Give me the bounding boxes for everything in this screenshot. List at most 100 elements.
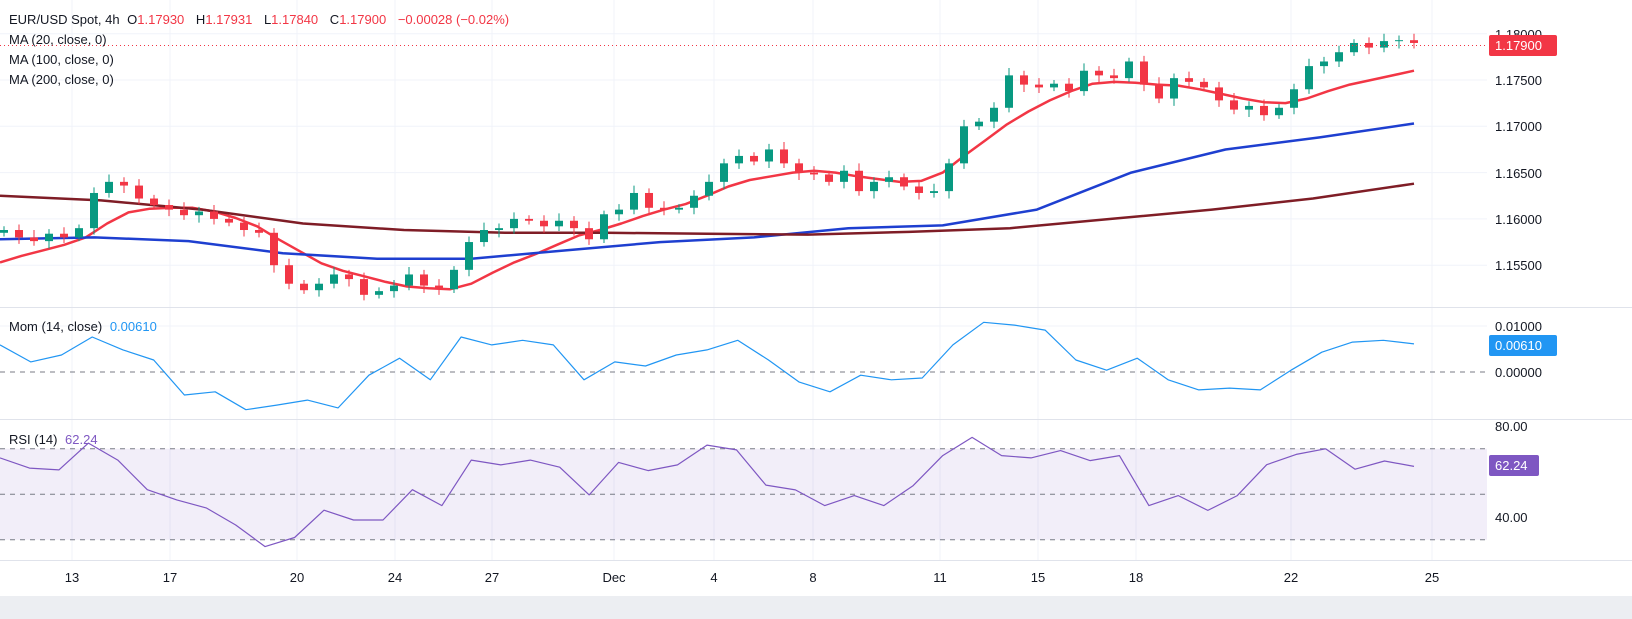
candle-body <box>540 220 548 227</box>
candle-body <box>375 291 383 295</box>
momentum-value: 0.00610 <box>109 319 157 334</box>
candle-body <box>900 177 908 187</box>
candle-body <box>1320 61 1328 67</box>
candle-body <box>660 207 668 210</box>
candle <box>450 266 458 293</box>
y-tick: 1.17000 <box>1495 119 1542 134</box>
candle <box>345 269 353 287</box>
x-tick: 27 <box>485 570 499 585</box>
ma20-line <box>0 69 1415 291</box>
candle-body <box>1275 107 1283 116</box>
candle <box>780 142 788 168</box>
momentum-legend[interactable]: Mom (14, close) 0.00610 <box>9 319 161 334</box>
candle-body <box>555 220 563 227</box>
indicator-lines <box>0 321 1415 548</box>
candle <box>600 210 608 243</box>
candle <box>0 226 8 237</box>
candle-body <box>1185 78 1193 82</box>
candle <box>300 280 308 294</box>
ohlc-high: H1.17931 <box>195 12 253 27</box>
y-tick: 1.16500 <box>1495 166 1542 181</box>
candle-body <box>615 209 623 215</box>
time-axis[interactable]: 13 17 20 24 27 Dec 4 8 11 15 18 22 25 <box>65 570 1439 585</box>
candle <box>420 269 428 293</box>
candle-body <box>1170 78 1178 99</box>
ma20-legend[interactable]: MA (20, close, 0) <box>9 32 107 47</box>
candle <box>540 215 548 233</box>
candle <box>825 170 833 186</box>
symbol-title[interactable]: EUR/USD Spot, 4h <box>9 12 120 27</box>
ma200-legend[interactable]: MA (200, close, 0) <box>9 72 114 87</box>
candle-body <box>1050 83 1058 88</box>
candle <box>285 258 293 290</box>
candle <box>120 177 128 193</box>
candle-body <box>60 233 68 238</box>
candle-body <box>750 155 758 162</box>
rsi-axis[interactable]: 80.00 40.00 62.24 <box>1489 419 1539 525</box>
candle-body <box>1380 41 1388 48</box>
ma100-legend[interactable]: MA (100, close, 0) <box>9 52 114 67</box>
candle <box>555 213 563 231</box>
candle-body <box>765 149 773 162</box>
candle <box>1035 78 1043 93</box>
rsi-legend[interactable]: RSI (14) 62.24 <box>9 432 102 447</box>
candle-body <box>675 207 683 210</box>
candle <box>1065 78 1073 98</box>
candle <box>1110 68 1118 84</box>
momentum-axis[interactable]: 0.01000 0.00000 0.00610 <box>1489 319 1557 380</box>
x-tick: 15 <box>1031 570 1045 585</box>
x-tick: 17 <box>163 570 177 585</box>
rsi-value: 62.24 <box>65 432 98 447</box>
y-tick: 0.01000 <box>1495 319 1542 334</box>
candle <box>900 173 908 191</box>
candle <box>375 287 383 299</box>
candle <box>840 165 848 189</box>
candle <box>975 117 983 131</box>
x-tick: 11 <box>933 570 947 585</box>
price-axis[interactable]: 1.18000 1.17500 1.17000 1.16500 1.16000 … <box>1489 27 1557 273</box>
candle <box>915 180 923 200</box>
price-change: −0.00028 (−0.02%) <box>397 12 510 27</box>
candle <box>75 224 83 242</box>
candle <box>795 158 803 181</box>
candle <box>525 215 533 225</box>
ohlc-open: O1.17930 <box>127 12 185 27</box>
candle-body <box>150 198 158 206</box>
x-tick: 4 <box>710 570 717 585</box>
candle-body <box>855 170 863 192</box>
candle-body <box>1290 89 1298 108</box>
candle <box>585 221 593 245</box>
candle-body <box>300 283 308 291</box>
ohlc-low: L1.17840 <box>263 12 319 27</box>
rsi-line <box>0 436 1415 548</box>
candle <box>570 216 578 236</box>
candle <box>1305 58 1313 94</box>
candle <box>930 183 938 198</box>
candle-body <box>180 209 188 216</box>
candle <box>495 223 503 238</box>
candle-body <box>90 192 98 229</box>
candle <box>1140 55 1148 92</box>
candle-body <box>585 228 593 240</box>
momentum-value-badge <box>1489 335 1557 356</box>
candle-body <box>435 285 443 290</box>
candle-body <box>465 242 473 270</box>
candle-body <box>1230 100 1238 110</box>
x-tick: 24 <box>388 570 402 585</box>
candle <box>135 179 143 205</box>
x-tick: Dec <box>602 570 626 585</box>
candle <box>60 227 68 243</box>
candle-body <box>45 233 53 242</box>
candle <box>1260 99 1268 121</box>
candle <box>180 202 188 220</box>
candle-body <box>1140 61 1148 85</box>
rsi-band <box>0 371 1487 541</box>
candle-body <box>450 269 458 290</box>
candle-body <box>780 149 788 164</box>
candle-body <box>990 107 998 122</box>
candle-body <box>255 230 263 233</box>
candle-body <box>15 230 23 238</box>
ma200-line <box>0 182 1415 236</box>
candle-body <box>945 163 953 192</box>
